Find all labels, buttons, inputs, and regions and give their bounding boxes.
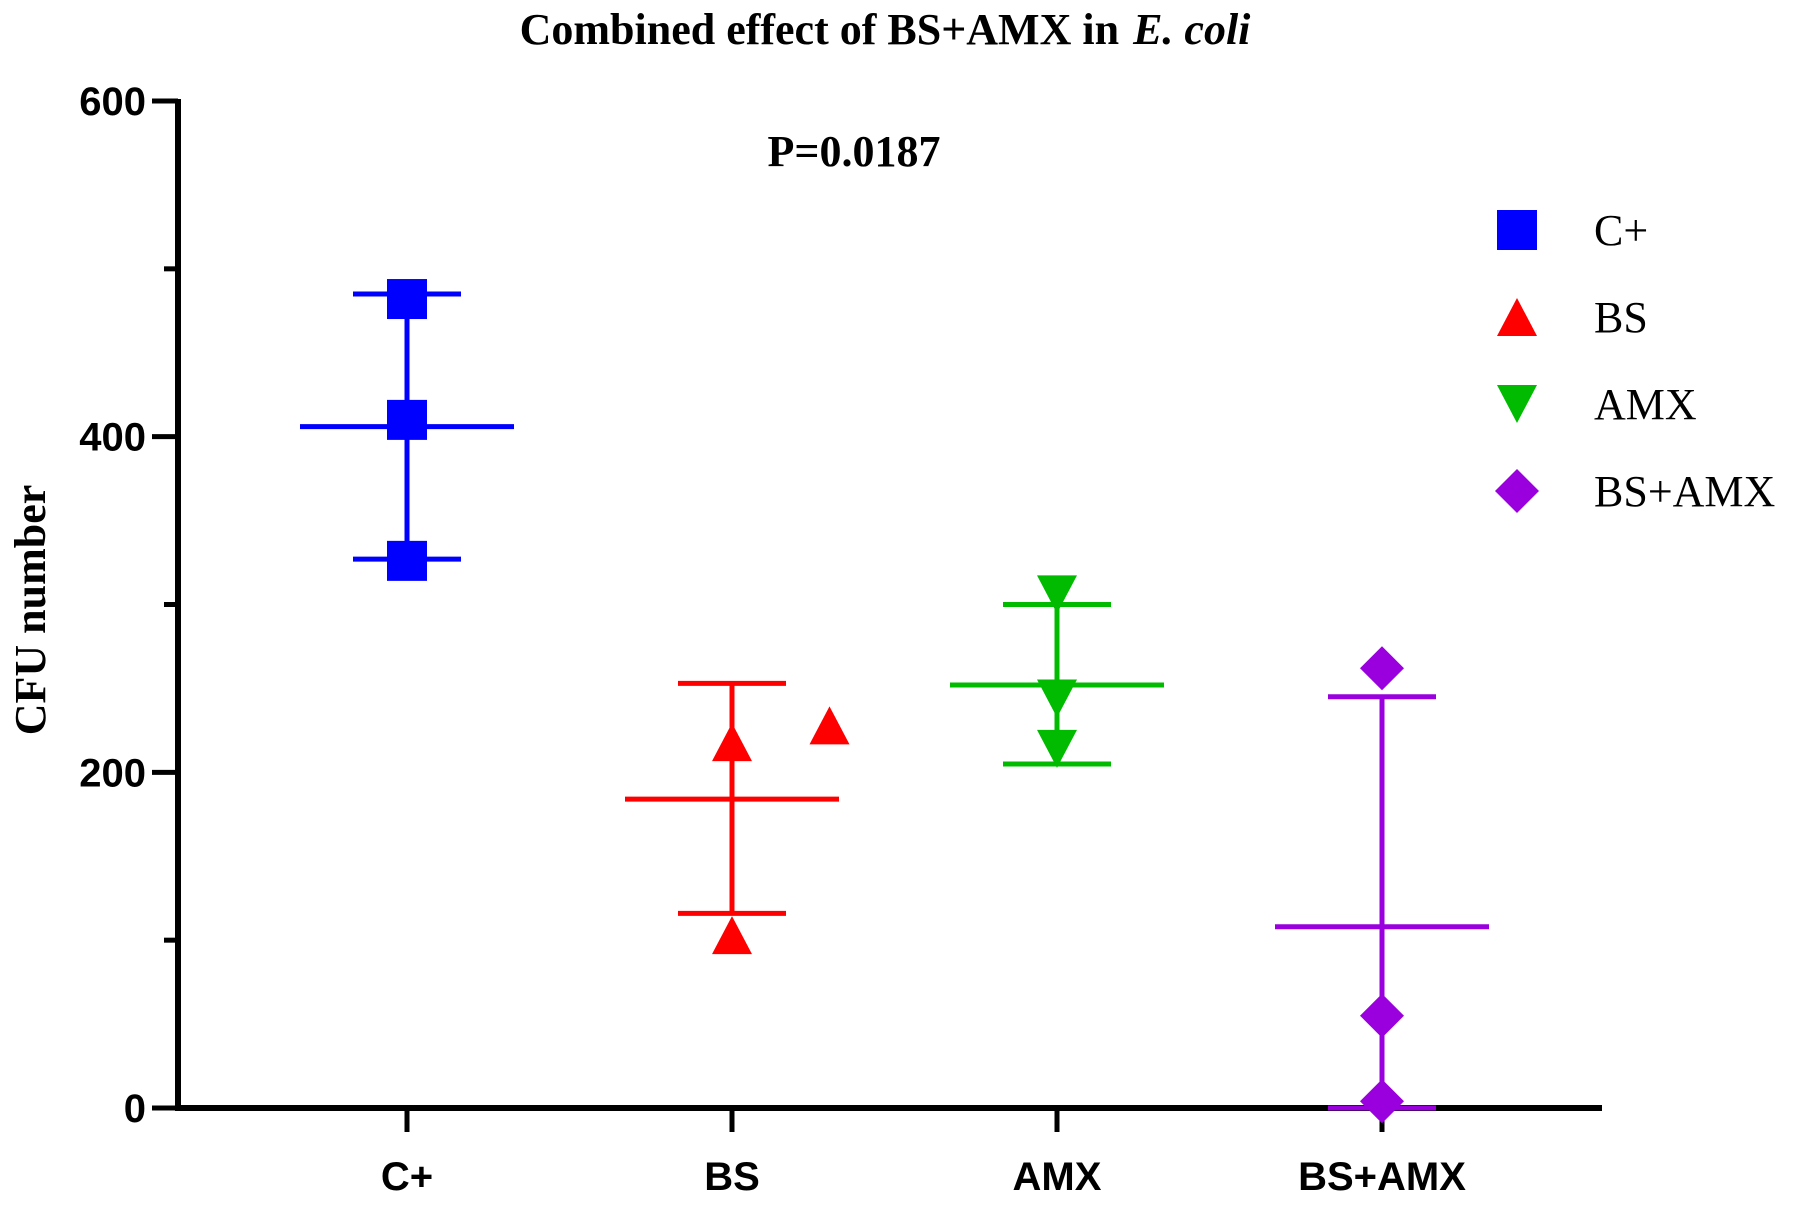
y-tick-label: 600 (79, 80, 146, 124)
chart-title-main: Combined effect of BS+AMX in (520, 5, 1119, 54)
series-BS (625, 680, 850, 955)
series-AMX (950, 575, 1164, 768)
y-axis-label: CFU number (6, 485, 55, 736)
legend-label: BS+AMX (1594, 467, 1775, 516)
legend: C+ BS AMX BS+AMX (1495, 206, 1775, 516)
legend-marker (1495, 469, 1539, 513)
data-point (387, 399, 427, 440)
series-C+ (300, 279, 514, 581)
series-BS+AMX (1275, 646, 1489, 1124)
legend-entry: C+ (1497, 206, 1648, 255)
x-tick-label: BS+AMX (1298, 1155, 1466, 1199)
p-value-annotation: P=0.0187 (768, 127, 941, 176)
x-tick-label: AMX (1013, 1155, 1102, 1199)
legend-label: C+ (1594, 206, 1648, 255)
legend-marker (1497, 385, 1537, 423)
y-tick-label: 200 (79, 751, 146, 795)
legend-label: AMX (1594, 380, 1697, 429)
legend-label: BS (1594, 293, 1648, 342)
plot-series (300, 279, 1489, 1124)
data-point (1360, 1079, 1404, 1124)
chart-title: Combined effect of BS+AMX in E. coli (520, 5, 1252, 54)
x-axis: C+ BS AMX BS+AMX (175, 1105, 1602, 1199)
x-tick-label: BS (704, 1155, 760, 1199)
data-point (387, 279, 427, 320)
legend-marker (1497, 298, 1537, 336)
data-point (1037, 679, 1077, 718)
y-tick-label: 0 (124, 1087, 146, 1131)
data-point (809, 706, 850, 745)
x-tick-label: C+ (381, 1155, 433, 1199)
chart-title-italic: E. coli (1132, 5, 1251, 54)
data-point (1360, 646, 1404, 691)
data-point (1360, 993, 1404, 1038)
data-point (712, 723, 752, 762)
y-axis: 0 200 400 600 (79, 80, 181, 1131)
data-point (712, 916, 752, 955)
legend-marker (1497, 210, 1537, 250)
legend-entry: BS+AMX (1495, 467, 1775, 516)
data-point (387, 540, 427, 581)
legend-entry: BS (1497, 293, 1648, 342)
data-point (1037, 729, 1077, 768)
legend-entry: AMX (1497, 380, 1697, 429)
data-point (1037, 575, 1077, 614)
y-tick-label: 400 (79, 416, 146, 460)
